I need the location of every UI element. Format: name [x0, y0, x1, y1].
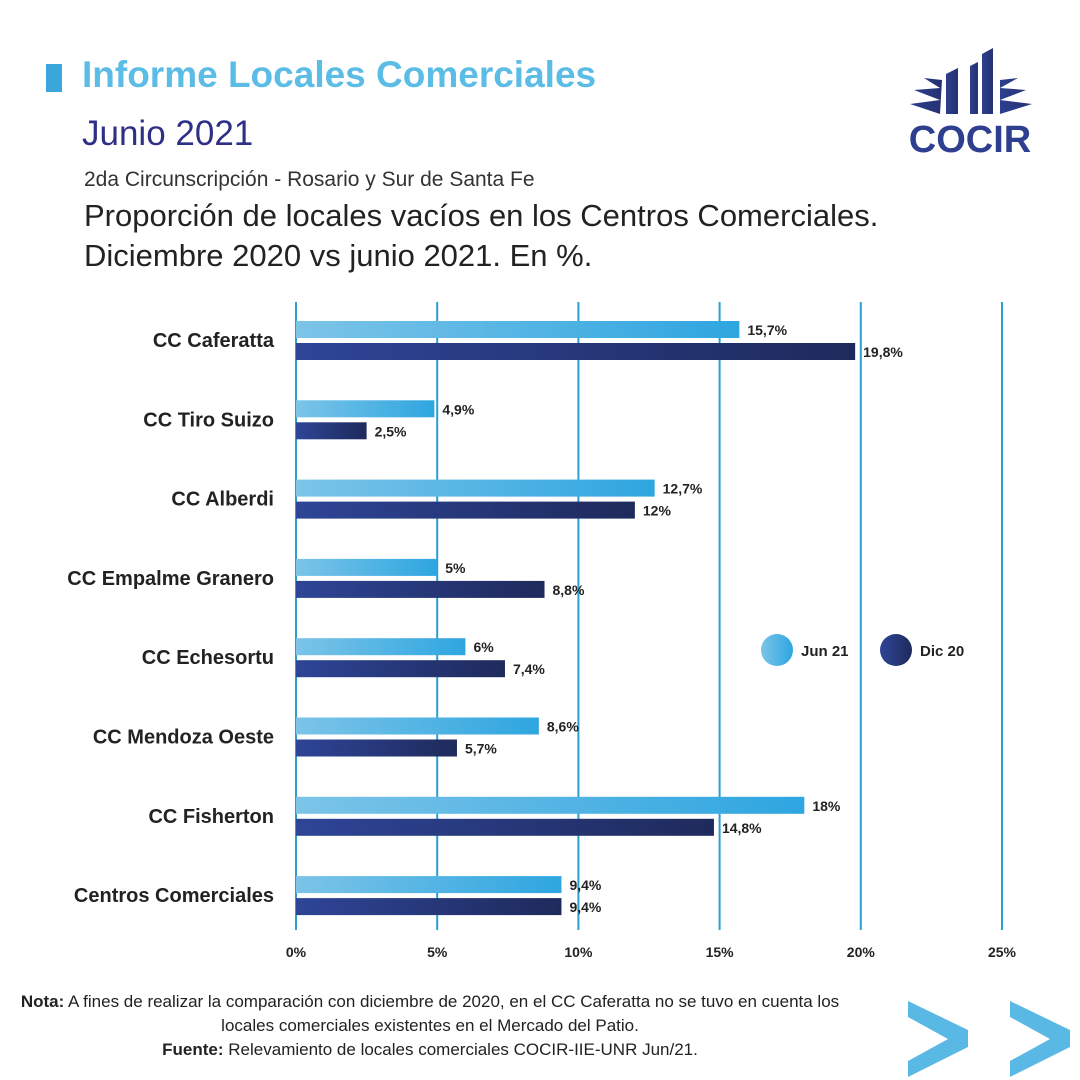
data-label: 9,4%	[569, 899, 601, 915]
data-label: 9,4%	[569, 877, 601, 893]
bar-jun21	[296, 479, 655, 497]
category-label: CC Empalme Granero	[67, 568, 274, 590]
bar-jun21	[296, 796, 805, 814]
x-tick-label: 10%	[564, 944, 593, 960]
region-label: 2da Circunscripción - Rosario y Sur de S…	[84, 168, 535, 191]
category-label: Centros Comerciales	[74, 885, 274, 907]
legend-label: Dic 20	[920, 643, 964, 660]
bar-dic20	[296, 818, 714, 836]
report-date: Junio 2021	[82, 114, 254, 153]
x-tick-label: 0%	[286, 944, 307, 960]
x-tick-label: 5%	[427, 944, 448, 960]
logo-text: COCIR	[909, 119, 1031, 159]
note-text: A fines de realizar la comparación con d…	[64, 992, 840, 1035]
data-label: 19,8%	[863, 344, 903, 360]
category-label: CC Tiro Suizo	[143, 409, 274, 431]
data-label: 7,4%	[513, 661, 545, 677]
bar-jun21	[296, 558, 438, 576]
data-label: 18%	[812, 798, 841, 814]
data-label: 4,9%	[442, 401, 474, 417]
category-label: CC Alberdi	[171, 489, 274, 511]
bar-jun21	[296, 717, 539, 735]
data-label: 6%	[473, 639, 494, 655]
category-label: CC Caferatta	[153, 330, 275, 352]
report-title: Informe Locales Comerciales	[82, 54, 597, 95]
bar-dic20	[296, 660, 505, 678]
source-label: Fuente:	[162, 1040, 224, 1059]
x-tick-label: 15%	[706, 944, 735, 960]
data-label: 15,7%	[747, 322, 787, 338]
legend-swatch	[880, 634, 912, 666]
bar-dic20	[296, 580, 545, 598]
category-label: CC Echesortu	[142, 647, 274, 669]
x-tick-label: 25%	[988, 944, 1017, 960]
data-label: 5%	[445, 560, 466, 576]
data-label: 2,5%	[375, 423, 407, 439]
note-label: Nota:	[20, 992, 65, 1011]
bar-dic20	[296, 343, 856, 360]
cocir-logo: COCIR	[909, 48, 1032, 159]
title-marker	[46, 64, 62, 92]
x-tick-label: 20%	[847, 944, 876, 960]
data-label: 5,7%	[465, 741, 497, 757]
bar-chart: 0% 5% 10% 15% 20% 25% CC Caferatta 15,7% 19,8% C…	[67, 302, 1017, 960]
data-label: 12,7%	[663, 481, 703, 497]
category-label: CC Fisherton	[148, 806, 274, 828]
chart-title: Proporción de locales vacíos en los Cent…	[84, 198, 879, 273]
bar-jun21	[296, 400, 435, 418]
bar-dic20	[296, 422, 367, 440]
bar-jun21	[296, 638, 466, 656]
bar-jun21	[296, 876, 562, 894]
bar-jun21	[296, 321, 740, 338]
footnote: Nota: A fines de realizar la comparación…	[0, 990, 860, 1062]
data-label: 12%	[643, 503, 672, 519]
bar-dic20	[296, 739, 457, 757]
source-text: Relevamiento de locales comerciales COCI…	[223, 1040, 698, 1059]
legend-swatch	[761, 634, 793, 666]
bar-dic20	[296, 501, 635, 519]
data-label: 8,8%	[553, 582, 585, 598]
bar-dic20	[296, 898, 562, 916]
category-label: CC Mendoza Oeste	[93, 727, 274, 749]
data-label: 14,8%	[722, 820, 762, 836]
data-label: 8,6%	[547, 719, 579, 735]
legend-label: Jun 21	[801, 643, 849, 660]
next-arrows-icon[interactable]	[900, 995, 1080, 1080]
